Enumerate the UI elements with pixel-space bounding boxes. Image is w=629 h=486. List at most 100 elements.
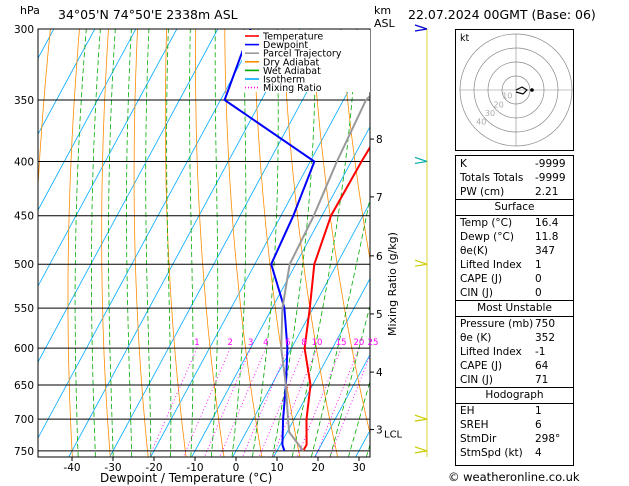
- row-value: 16.4: [535, 217, 559, 229]
- mixing-ratio-label: 2: [227, 338, 232, 348]
- row-label: Pressure (mb): [460, 318, 534, 330]
- table-row: CAPE (J) 0: [456, 272, 573, 286]
- wet-adiabat-line: [211, 29, 219, 457]
- hodograph-panel: kt 10 20 30 40: [455, 29, 574, 151]
- legend-label: Isotherm: [263, 75, 305, 86]
- copyright-footer: © weatheronline.co.uk: [448, 470, 580, 484]
- hodograph-kt-label: kt: [460, 33, 470, 44]
- isotherm-line: [38, 29, 137, 211]
- table-row: EH 1: [456, 404, 573, 418]
- hodograph-ring-label: 20: [494, 100, 504, 109]
- mixing-ratio-line: [315, 348, 360, 457]
- x-tick-label: -20: [145, 462, 162, 474]
- legend-label: Mixing Ratio: [263, 83, 322, 94]
- table-row: StmSpd (kt) 4: [456, 446, 573, 460]
- table-row: SREH 6: [456, 418, 573, 432]
- row-value: 1: [535, 405, 542, 417]
- row-value: -9999: [535, 158, 566, 170]
- asl-label: ASL: [374, 17, 396, 30]
- row-value: 750: [535, 318, 556, 330]
- row-value: 2.21: [535, 186, 559, 198]
- row-value: 347: [535, 245, 556, 257]
- dry-adiabat-line: [282, 29, 339, 457]
- wet-adiabat-line: [145, 29, 152, 457]
- x-tick-label: 0: [233, 462, 240, 474]
- series-dewpoint: [223, 29, 316, 452]
- dry-adiabat-line: [369, 29, 370, 33]
- mixing-ratio-label: 1: [194, 338, 199, 348]
- isotherm-line: [0, 29, 13, 457]
- wet-adiabat-line: [272, 29, 317, 457]
- mixing-ratio-label: 10: [312, 338, 323, 348]
- km-tick-label: 7: [376, 192, 383, 204]
- table-row: Lifted Index -1: [456, 345, 573, 359]
- row-value: 64: [535, 360, 549, 372]
- row-label: θe (K): [460, 332, 492, 344]
- pressure-tick-label: 700: [14, 414, 34, 426]
- most-unstable-header: Most Unstable: [456, 300, 573, 317]
- pressure-tick-label: 450: [14, 211, 34, 223]
- dry-adiabat-line: [67, 29, 80, 457]
- legend-box: [242, 30, 370, 92]
- background-lines: [0, 29, 629, 457]
- dry-adiabat-line: [253, 29, 301, 457]
- row-value: 298°: [535, 433, 561, 445]
- x-tick-label: -40: [63, 462, 80, 474]
- dry-adiabat-line: [224, 29, 263, 457]
- wet-adiabat-line: [126, 29, 133, 457]
- plot-frame: [37, 28, 371, 458]
- km-tick-label: 3: [376, 425, 383, 437]
- row-label: CAPE (J): [460, 360, 503, 372]
- isotherm-line: [38, 29, 260, 439]
- row-label: EH: [460, 405, 475, 417]
- wet-adiabat-line: [252, 29, 279, 457]
- row-value: 4: [535, 447, 542, 459]
- legend-label: Parcel Trajectory: [263, 49, 342, 60]
- row-value: -1: [535, 346, 546, 358]
- mixing-ratio-label: 25: [368, 338, 379, 348]
- x-tick-label: -30: [104, 462, 121, 474]
- lcl-label: LCL: [384, 429, 403, 440]
- isotherm-line: [232, 201, 370, 457]
- isotherm-line: [273, 277, 370, 457]
- dry-adiabat-line: [0, 29, 21, 457]
- row-label: Lifted Index: [460, 346, 522, 358]
- indices-table: K -9999 Totals Totals -9999 PW (cm) 2.21 Surf…: [455, 155, 574, 466]
- dry-adiabat-line: [603, 29, 629, 457]
- hodograph-rows: EH 1 SREH 6 StmDir 298° StmSpd (kt) 4: [456, 404, 573, 460]
- mixing-ratio-axis-label: Mixing Ratio (g/kg): [386, 232, 399, 336]
- x-tick-label: 10: [270, 462, 283, 474]
- dry-adiabat-line: [133, 29, 149, 457]
- wind-barb: [414, 259, 428, 267]
- table-row: K -9999: [456, 157, 573, 171]
- wet-adiabat-line: [348, 380, 370, 457]
- dry-adiabat-line: [101, 29, 111, 457]
- mixing-ratio-label: 15: [336, 338, 347, 348]
- pressure-tick-label: 550: [14, 303, 34, 315]
- row-value: 6: [535, 419, 542, 431]
- row-label: PW (cm): [460, 186, 505, 198]
- mixing-ratio-label: 6: [285, 338, 290, 348]
- x-tick-label: -10: [186, 462, 203, 474]
- row-label: Totals Totals: [460, 172, 524, 184]
- km-tick-label: 5: [376, 309, 383, 321]
- isotherm-line: [314, 353, 370, 457]
- mixing-ratio-line: [242, 348, 289, 457]
- dry-adiabat-line: [164, 29, 187, 457]
- pressure-tick-label: 500: [14, 259, 34, 271]
- wind-barb: [414, 156, 428, 165]
- series-temperature: [302, 145, 370, 452]
- mixing-ratio-line: [182, 348, 231, 457]
- hodograph-trace: [515, 86, 528, 95]
- legend-label: Wet Adiabat: [263, 66, 321, 77]
- mixing-ratio-label: 8: [301, 338, 306, 348]
- table-row: StmDir 298°: [456, 432, 573, 446]
- hodograph-ring-label: 30: [485, 109, 495, 118]
- legend-label: Dewpoint: [263, 40, 308, 51]
- table-row: PW (cm) 2.21: [456, 185, 573, 199]
- row-label: StmSpd (kt): [460, 447, 523, 459]
- row-label: K: [460, 158, 467, 170]
- row-value: 71: [535, 374, 549, 386]
- row-label: Lifted Index: [460, 259, 522, 271]
